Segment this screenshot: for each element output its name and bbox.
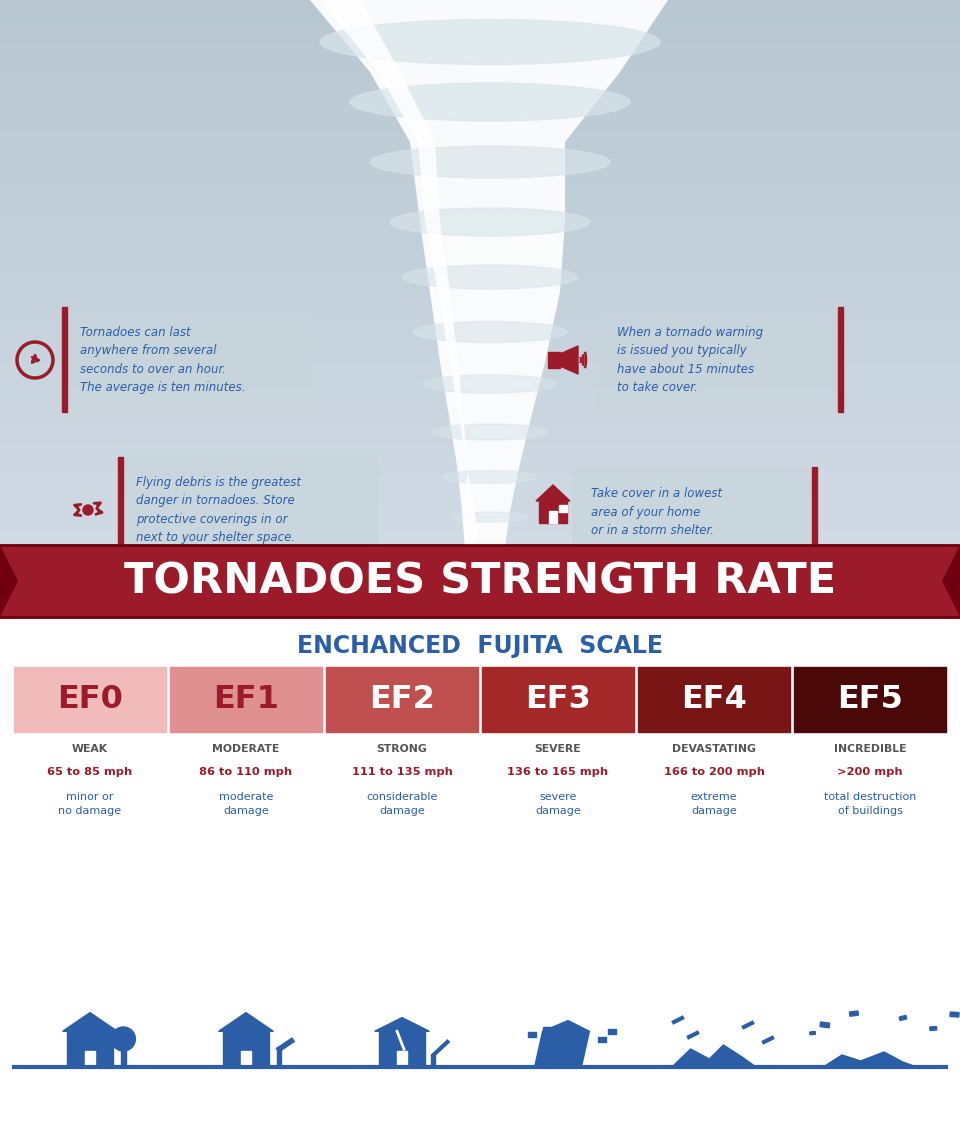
Bar [85,1051,95,1067]
Polygon shape [0,545,18,617]
Polygon shape [560,346,578,374]
Text: When a tornado warning
is issued you typically
have about 15 minutes
to take cov: When a tornado warning is issued you typ… [617,325,763,394]
Bar [121,1047,127,1067]
Text: EF2: EF2 [369,684,435,715]
Text: EF4: EF4 [681,684,747,715]
Text: minor or
no damage: minor or no damage [59,792,122,816]
Text: STRONG: STRONG [376,744,427,754]
Ellipse shape [433,424,547,440]
Bar [549,511,557,523]
Ellipse shape [370,146,610,178]
Bar [608,1029,616,1034]
Ellipse shape [443,470,538,484]
Text: total destruction
of buildings: total destruction of buildings [824,792,916,816]
Bar [849,1010,858,1017]
Bar [949,1011,956,1015]
Ellipse shape [320,19,660,64]
Polygon shape [672,1045,756,1067]
Text: TORNADOES STRENGTH RATE: TORNADOES STRENGTH RATE [124,560,836,603]
Polygon shape [942,545,960,617]
Ellipse shape [463,546,517,554]
Text: Take cover in a lowest
area of your home
or in a storm shelter.: Take cover in a lowest area of your home… [591,487,722,537]
Text: EF0: EF0 [57,684,123,715]
FancyBboxPatch shape [62,307,312,412]
Text: WEAK: WEAK [72,744,108,754]
Polygon shape [542,1021,589,1031]
Ellipse shape [402,265,578,289]
Text: 166 to 200 mph: 166 to 200 mph [663,767,764,778]
Text: INCREDIBLE: INCREDIBLE [833,744,906,754]
Polygon shape [62,1012,117,1031]
Bar [0,587,960,1122]
Text: extreme
damage: extreme damage [690,792,737,816]
Polygon shape [374,1018,429,1031]
Bar [62,307,67,412]
Polygon shape [219,1012,274,1031]
Text: 111 to 135 mph: 111 to 135 mph [351,767,452,778]
Bar [539,502,567,523]
Circle shape [83,505,93,515]
Text: 136 to 165 mph: 136 to 165 mph [508,767,609,778]
FancyBboxPatch shape [572,467,817,557]
Bar [170,666,322,732]
Bar [118,457,123,562]
Polygon shape [535,1031,589,1067]
Text: Flying debris is the greatest
danger in tornadoes. Store
protective coverings in: Flying debris is the greatest danger in … [136,476,301,544]
Bar [528,1032,536,1037]
Text: EF3: EF3 [525,684,590,715]
Text: severe
damage: severe damage [535,792,581,816]
Ellipse shape [422,375,558,393]
Bar [14,666,166,732]
Polygon shape [310,0,668,567]
Ellipse shape [413,322,567,342]
Text: 86 to 110 mph: 86 to 110 mph [200,767,293,778]
Bar [928,1023,939,1032]
Bar [638,666,790,732]
Bar [277,1049,281,1067]
Bar [548,352,560,368]
Bar [66,1031,113,1067]
Bar [810,1032,817,1038]
Polygon shape [824,1052,917,1067]
Text: >200 mph: >200 mph [837,767,902,778]
Bar [397,1051,407,1067]
Bar [559,505,567,512]
Text: EF1: EF1 [213,684,279,715]
Ellipse shape [452,512,527,522]
Bar [543,1027,551,1032]
Bar [431,1055,436,1067]
Bar [326,666,478,732]
Bar [794,666,946,732]
Bar [838,307,843,412]
Polygon shape [536,485,570,502]
Bar [820,1022,830,1029]
Text: ENCHANCED  FUJITA  SCALE: ENCHANCED FUJITA SCALE [297,634,663,657]
Bar [241,1051,251,1067]
Ellipse shape [390,208,590,236]
Text: Tornadoes can last
anywhere from several
seconds to over an hour.
The average is: Tornadoes can last anywhere from several… [80,325,246,394]
Text: DEVASTATING: DEVASTATING [672,744,756,754]
Text: considerable
damage: considerable damage [367,792,438,816]
Ellipse shape [350,83,630,121]
Text: 65 to 85 mph: 65 to 85 mph [47,767,132,778]
Text: SEVERE: SEVERE [535,744,582,754]
Polygon shape [320,0,480,567]
Text: EF5: EF5 [837,684,903,715]
Bar [378,1031,425,1067]
Circle shape [111,1027,135,1051]
Bar [812,467,817,557]
Bar [900,1017,905,1020]
FancyBboxPatch shape [118,457,378,562]
Text: MODERATE: MODERATE [212,744,279,754]
Bar [598,1037,606,1042]
Bar [223,1031,270,1067]
Bar [482,666,634,732]
FancyBboxPatch shape [598,307,843,412]
Text: moderate
damage: moderate damage [219,792,274,816]
Bar [0,545,960,617]
